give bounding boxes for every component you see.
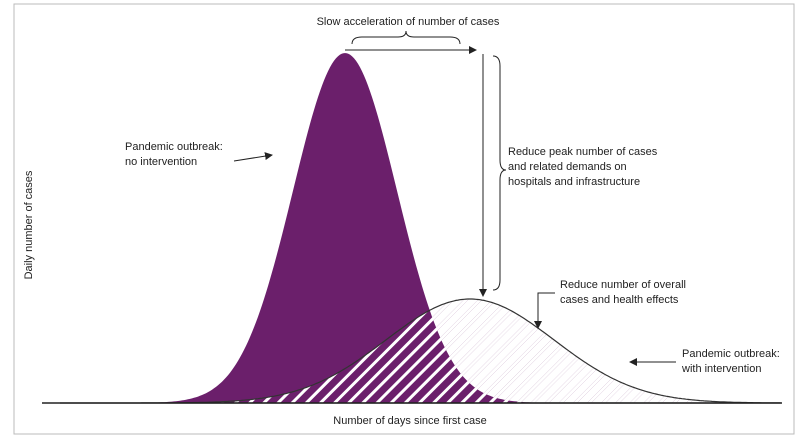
curve xyxy=(42,53,620,403)
annotation: Pandemic outbreak: xyxy=(682,348,780,360)
annotation: hospitals and infrastructure xyxy=(508,176,640,188)
annotation: Reduce number of overall xyxy=(560,279,686,291)
annotation: with intervention xyxy=(681,363,762,375)
brace xyxy=(351,30,461,45)
curves xyxy=(42,53,781,404)
annotation: Slow acceleration of number of cases xyxy=(317,16,500,28)
y-axis-label: Daily number of cases xyxy=(23,170,35,279)
frame xyxy=(13,3,795,435)
arrow xyxy=(534,292,555,329)
brace xyxy=(492,55,507,291)
arrow xyxy=(233,152,273,162)
annotation: cases and health effects xyxy=(560,294,679,306)
annotation: Pandemic outbreak: xyxy=(125,141,223,153)
curve xyxy=(60,299,780,403)
annotation: no intervention xyxy=(125,156,197,168)
annotation: and related demands on xyxy=(508,161,627,173)
annotation: Reduce peak number of cases xyxy=(508,146,658,158)
x-axis-label: Number of days since first case xyxy=(333,415,486,427)
